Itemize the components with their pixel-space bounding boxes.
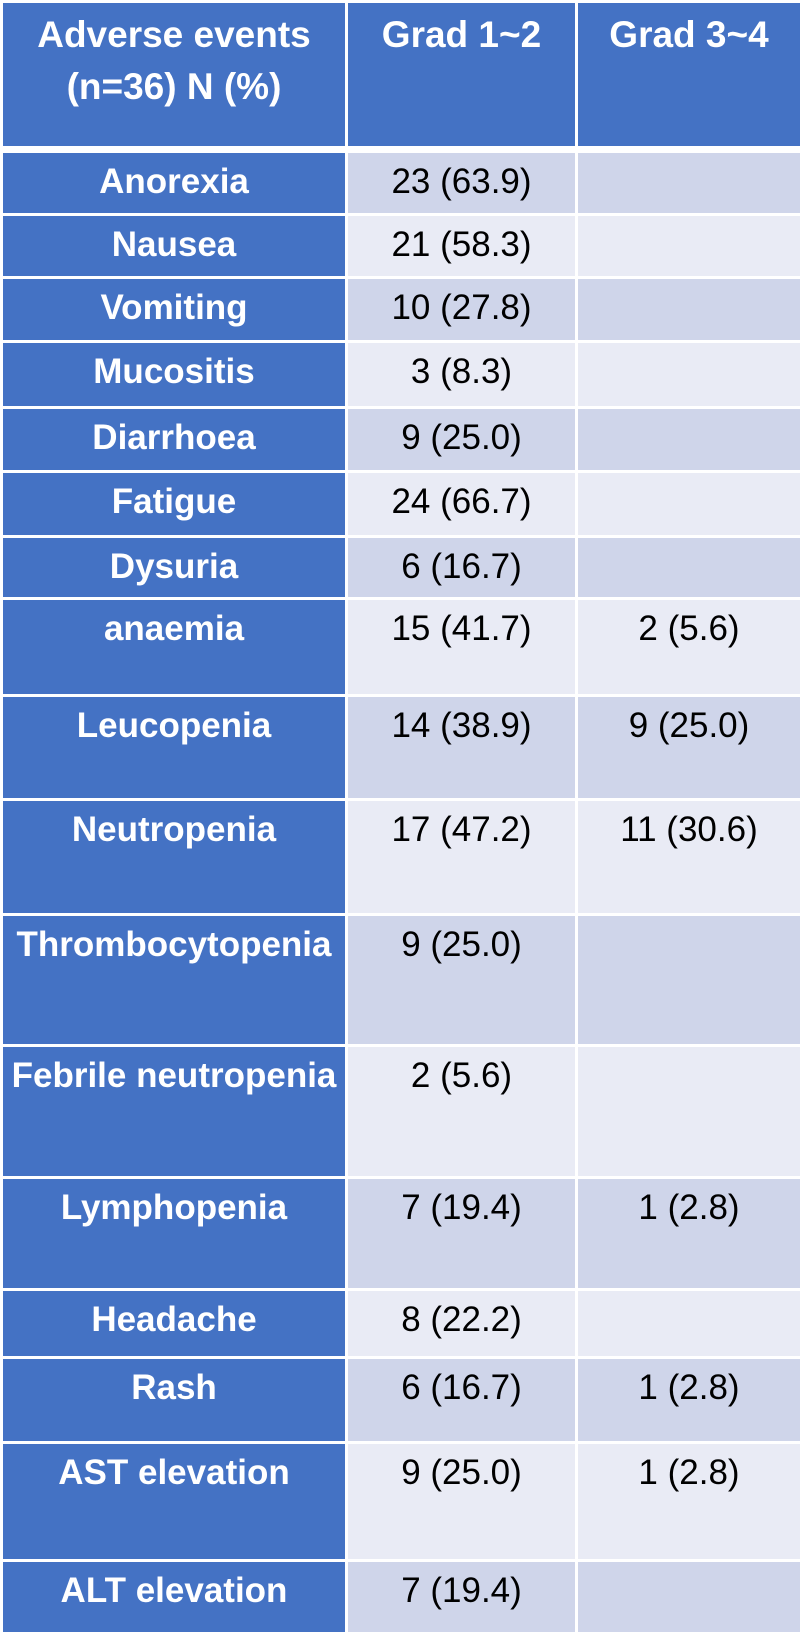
table-row: Rash 6 (16.7) 1 (2.8) (0, 1356, 800, 1445)
table-row: Diarrhoea 9 (25.0) (0, 406, 800, 473)
grade-3-4-value: 1 (2.8) (575, 1441, 800, 1563)
event-name: Mucositis (0, 339, 348, 410)
grade-1-2-value: 21 (58.3) (345, 212, 578, 280)
grade-3-4-value (575, 1044, 800, 1179)
grade-1-2-value: 3 (8.3) (345, 339, 578, 410)
table-row: Mucositis 3 (8.3) (0, 339, 800, 410)
grade-3-4-value (575, 1288, 800, 1360)
table-row: Anorexia 23 (63.9) (0, 148, 800, 216)
grade-3-4-value (575, 1559, 800, 1635)
table-row: AST elevation 9 (25.0) 1 (2.8) (0, 1441, 800, 1563)
grade-1-2-value: 24 (66.7) (345, 470, 578, 538)
table-row: Lymphopenia 7 (19.4) 1 (2.8) (0, 1175, 800, 1292)
event-name: Thrombocytopenia (0, 912, 348, 1048)
grade-3-4-value (575, 912, 800, 1048)
table-row: Dysuria 6 (16.7) (0, 534, 800, 601)
table-row: ALT elevation 7 (19.4) (0, 1559, 800, 1635)
table-row: Neutropenia 17 (47.2) 11 (30.6) (0, 798, 800, 916)
grade-3-4-value (575, 406, 800, 473)
event-name: anaemia (0, 597, 348, 697)
grade-3-4-value (575, 534, 800, 601)
table-row: Thrombocytopenia 9 (25.0) (0, 912, 800, 1048)
event-name: Leucopenia (0, 693, 348, 802)
grade-3-4-value (575, 276, 800, 343)
grade-1-2-value: 6 (16.7) (345, 1356, 578, 1445)
event-name: Neutropenia (0, 798, 348, 916)
table-row: Vomiting 10 (27.8) (0, 276, 800, 343)
header-adverse-events: Adverse events (n=36) N (%) (0, 0, 348, 153)
grade-1-2-value: 14 (38.9) (345, 693, 578, 802)
grade-1-2-value: 9 (25.0) (345, 912, 578, 1048)
event-name: ALT elevation (0, 1559, 348, 1635)
grade-1-2-value: 8 (22.2) (345, 1288, 578, 1360)
grade-1-2-value: 15 (41.7) (345, 597, 578, 697)
table-row: Leucopenia 14 (38.9) 9 (25.0) (0, 693, 800, 802)
grade-1-2-value: 2 (5.6) (345, 1044, 578, 1179)
table-row: Nausea 21 (58.3) (0, 212, 800, 280)
table-row: anaemia 15 (41.7) 2 (5.6) (0, 597, 800, 697)
table-row: Fatigue 24 (66.7) (0, 470, 800, 538)
grade-3-4-value: 1 (2.8) (575, 1175, 800, 1292)
event-name: Febrile neutropenia (0, 1044, 348, 1179)
grade-3-4-value: 11 (30.6) (575, 798, 800, 916)
grade-3-4-value (575, 148, 800, 216)
event-name: Vomiting (0, 276, 348, 343)
event-name: Rash (0, 1356, 348, 1445)
grade-1-2-value: 9 (25.0) (345, 406, 578, 473)
table-row: Febrile neutropenia 2 (5.6) (0, 1044, 800, 1179)
event-name: AST elevation (0, 1441, 348, 1563)
grade-3-4-value (575, 212, 800, 280)
event-name: Dysuria (0, 534, 348, 601)
grade-1-2-value: 6 (16.7) (345, 534, 578, 601)
event-name: Anorexia (0, 148, 348, 216)
event-name: Lymphopenia (0, 1175, 348, 1292)
grade-3-4-value: 2 (5.6) (575, 597, 800, 697)
event-name: Nausea (0, 212, 348, 280)
event-name: Fatigue (0, 470, 348, 538)
grade-1-2-value: 7 (19.4) (345, 1559, 578, 1635)
event-name: Headache (0, 1288, 348, 1360)
grade-3-4-value (575, 470, 800, 538)
grade-1-2-value: 7 (19.4) (345, 1175, 578, 1292)
grade-1-2-value: 17 (47.2) (345, 798, 578, 916)
grade-3-4-value (575, 339, 800, 410)
grade-3-4-value: 9 (25.0) (575, 693, 800, 802)
event-name: Diarrhoea (0, 406, 348, 473)
grade-1-2-value: 10 (27.8) (345, 276, 578, 343)
header-grade-3-4: Grad 3~4 (575, 0, 800, 153)
header-row: Adverse events (n=36) N (%) Grad 1~2 Gra… (0, 0, 800, 153)
grade-3-4-value: 1 (2.8) (575, 1356, 800, 1445)
table-row: Headache 8 (22.2) (0, 1288, 800, 1360)
grade-1-2-value: 23 (63.9) (345, 148, 578, 216)
grade-1-2-value: 9 (25.0) (345, 1441, 578, 1563)
header-grade-1-2: Grad 1~2 (345, 0, 578, 153)
